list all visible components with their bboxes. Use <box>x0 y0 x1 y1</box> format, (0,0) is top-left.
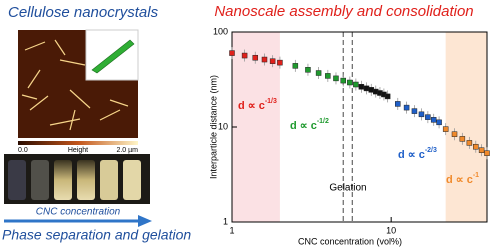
data-point <box>430 117 437 123</box>
y-tick-label: 10 <box>218 121 228 131</box>
data-point <box>395 101 401 107</box>
data-point <box>315 70 322 76</box>
data-point <box>325 73 331 79</box>
data-point <box>459 136 466 142</box>
annotation-exponent: -1 <box>473 172 479 179</box>
data-point <box>436 119 442 126</box>
annotation: d ∝ c-2/3 <box>398 147 437 161</box>
data-point <box>252 54 259 61</box>
data-point <box>241 52 248 59</box>
data-point <box>363 85 370 92</box>
y-tick-label: 100 <box>213 26 228 36</box>
x-tick-label: 1 <box>229 225 234 235</box>
data-point <box>333 75 339 82</box>
data-point <box>466 140 473 146</box>
data-point <box>353 81 359 88</box>
annotation-exponent: -2/3 <box>425 147 437 154</box>
annotation-exponent: -1/2 <box>317 118 329 125</box>
data-point <box>478 147 485 153</box>
annotation-text: d ∝ c <box>398 149 425 161</box>
data-point <box>473 143 479 150</box>
data-point <box>358 84 365 90</box>
vials-photo <box>4 154 150 204</box>
data-point <box>269 58 276 64</box>
annotation-exponent: -1/3 <box>265 98 277 105</box>
caption: Phase separation and gelation <box>2 227 191 243</box>
left-title: Cellulose nanocrystals <box>8 4 159 21</box>
arrow-label: CNC concentration <box>36 207 121 218</box>
x-axis-title: CNC concentration (vol%) <box>298 236 402 246</box>
data-point <box>347 79 353 86</box>
x-tick-label: 10 <box>386 225 396 235</box>
chart-title: Nanoscale assembly and consolidation <box>214 3 473 20</box>
data-point <box>261 56 268 63</box>
annotation-text: d ∝ c <box>238 100 265 112</box>
data-point <box>229 50 235 56</box>
scale-max: 2.0 µm <box>116 147 138 154</box>
data-point <box>484 150 490 156</box>
data-point <box>403 104 410 111</box>
data-point <box>425 114 431 120</box>
annotation: d ∝ c-1 <box>446 172 479 186</box>
data-point <box>305 67 311 73</box>
y-tick-label: 1 <box>223 216 228 226</box>
gelation-label: Gelation <box>329 183 366 194</box>
concentration-arrow <box>4 215 152 227</box>
annotation-text: d ∝ c <box>290 120 317 132</box>
data-point <box>442 126 449 132</box>
y-axis-title: Interparticle distance (nm) <box>208 75 218 179</box>
scale-min: 0.0 <box>18 147 28 154</box>
data-point <box>418 111 425 118</box>
annotation: d ∝ c-1/2 <box>290 118 329 132</box>
data-point <box>384 93 391 100</box>
shaded-region <box>445 32 487 222</box>
scale-name: Height <box>68 147 88 154</box>
afm-image <box>18 29 139 145</box>
annotation-text: d ∝ c <box>446 174 473 186</box>
data-point <box>451 131 458 137</box>
data-point <box>411 108 418 114</box>
data-point <box>277 59 283 66</box>
data-point <box>340 77 347 84</box>
data-point <box>292 63 299 69</box>
annotation: d ∝ c-1/3 <box>238 98 277 112</box>
